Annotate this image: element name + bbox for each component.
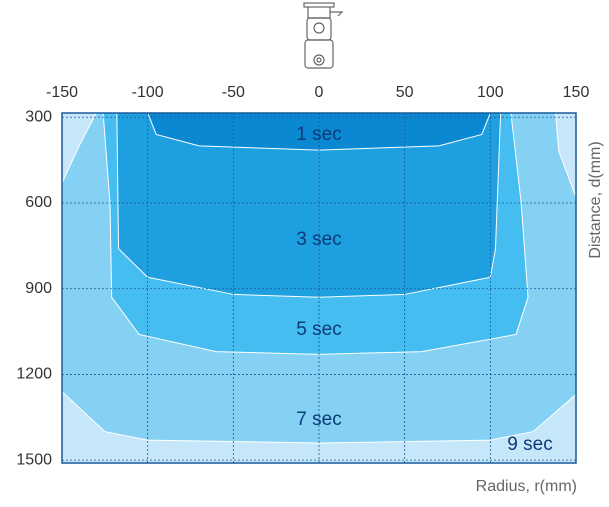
zone-label: 3 sec — [296, 229, 341, 250]
y-tick-label: 300 — [25, 109, 52, 126]
plot-area — [62, 113, 576, 463]
zone-label: 9 sec — [507, 434, 552, 455]
x-tick-label: 50 — [396, 84, 414, 101]
y-tick-label: 900 — [25, 280, 52, 297]
x-tick-label: -150 — [46, 84, 78, 101]
zone — [116, 113, 502, 298]
x-tick-label: 0 — [315, 84, 324, 101]
y-tick-label: 1200 — [16, 366, 52, 383]
x-tick-label: -100 — [132, 84, 164, 101]
x-axis-label: Radius, r(mm) — [476, 478, 577, 495]
zone-label: 5 sec — [296, 319, 341, 340]
sensor-icon — [303, 2, 344, 69]
x-tick-label: 150 — [563, 84, 590, 101]
y-tick-label: 600 — [25, 194, 52, 211]
y-axis-label: Distance, d(mm) — [587, 141, 604, 258]
x-tick-label: 100 — [477, 84, 504, 101]
plot-border — [61, 112, 577, 464]
zone-label: 7 sec — [296, 409, 341, 430]
x-tick-label: -50 — [222, 84, 245, 101]
zone-label: 1 sec — [296, 124, 341, 145]
y-tick-label: 1500 — [16, 451, 52, 468]
